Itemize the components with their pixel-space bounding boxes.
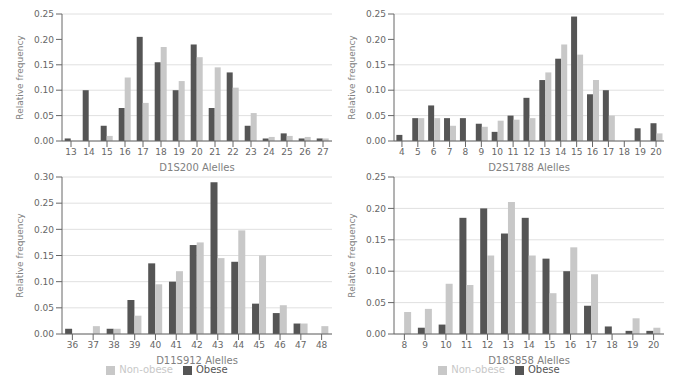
html-text:Non-obese: Non-obese (451, 364, 505, 375)
svg-text:18: 18 (155, 147, 167, 157)
svg-text:11: 11 (461, 340, 472, 350)
svg-text:10: 10 (492, 147, 504, 157)
svg-text:20: 20 (191, 147, 203, 157)
svg-text:40: 40 (150, 340, 162, 350)
svg-text:0.20: 0.20 (366, 204, 386, 214)
svg-text:43: 43 (212, 340, 223, 350)
svg-text:12: 12 (523, 147, 534, 157)
svg-text:25: 25 (281, 147, 292, 157)
svg-text:0.25: 0.25 (366, 172, 386, 182)
svg-text:18: 18 (606, 340, 618, 350)
svg-text:15: 15 (571, 147, 582, 157)
svg-text:37: 37 (87, 340, 98, 350)
svg-text:48: 48 (316, 340, 328, 350)
svg-text:47: 47 (295, 340, 306, 350)
svg-text:0.15: 0.15 (366, 60, 386, 70)
svg-text:10: 10 (440, 340, 452, 350)
svg-text:20: 20 (650, 147, 662, 157)
svg-text:Relative frequency: Relative frequency (347, 213, 357, 298)
svg-text:17: 17 (586, 340, 597, 350)
svg-text:8: 8 (402, 340, 408, 350)
svg-text:22: 22 (227, 147, 238, 157)
svg-text:D1S200 Alelles: D1S200 Alelles (159, 162, 234, 171)
svg-text:39: 39 (129, 340, 141, 350)
svg-text:0.00: 0.00 (34, 136, 54, 146)
svg-text:0.10: 0.10 (366, 85, 386, 95)
html-text:Obese: Obese (196, 364, 228, 375)
svg-text:36: 36 (67, 340, 79, 350)
svg-text:0.25: 0.25 (34, 9, 54, 19)
svg-text:41: 41 (171, 340, 182, 350)
svg-text:8: 8 (463, 147, 469, 157)
svg-text:D11S912 Alelles: D11S912 Alelles (156, 355, 238, 366)
svg-text:14: 14 (555, 147, 567, 157)
svg-text:17: 17 (137, 147, 148, 157)
svg-text:0.20: 0.20 (34, 35, 54, 45)
svg-text:15: 15 (101, 147, 112, 157)
svg-text:0.25: 0.25 (366, 9, 386, 19)
svg-text:45: 45 (254, 340, 265, 350)
svg-text:0.05: 0.05 (34, 111, 54, 121)
svg-text:27: 27 (317, 147, 328, 157)
svg-text:0.20: 0.20 (34, 225, 54, 235)
svg-text:16: 16 (587, 147, 599, 157)
svg-text:44: 44 (233, 340, 245, 350)
svg-text:20: 20 (648, 340, 660, 350)
svg-text:4: 4 (399, 147, 405, 157)
svg-text:42: 42 (191, 340, 202, 350)
svg-text:12: 12 (482, 340, 493, 350)
html-text:Obese: Obese (528, 364, 560, 375)
svg-text:0.05: 0.05 (366, 111, 386, 121)
svg-text:14: 14 (523, 340, 535, 350)
svg-text:0.00: 0.00 (366, 329, 386, 339)
svg-text:17: 17 (603, 147, 614, 157)
svg-text:19: 19 (634, 147, 646, 157)
svg-text:5: 5 (415, 147, 421, 157)
svg-text:0.05: 0.05 (366, 298, 386, 308)
svg-text:11: 11 (507, 147, 518, 157)
svg-text:0.10: 0.10 (366, 266, 386, 276)
svg-text:7: 7 (447, 147, 453, 157)
svg-text:18: 18 (619, 147, 631, 157)
svg-text:0.10: 0.10 (34, 277, 54, 287)
svg-text:23: 23 (245, 147, 256, 157)
svg-text:16: 16 (119, 147, 131, 157)
svg-text:24: 24 (263, 147, 275, 157)
svg-text:0.15: 0.15 (34, 60, 54, 70)
svg-text:21: 21 (209, 147, 220, 157)
svg-text:0.10: 0.10 (34, 85, 54, 95)
svg-text:0.05: 0.05 (34, 303, 54, 313)
svg-text:9: 9 (422, 340, 428, 350)
svg-text:13: 13 (65, 147, 76, 157)
svg-text:6: 6 (431, 147, 437, 157)
svg-text:Relative frequency: Relative frequency (15, 35, 25, 120)
svg-text:46: 46 (274, 340, 286, 350)
svg-text:Relative frequency: Relative frequency (15, 213, 25, 298)
svg-text:26: 26 (299, 147, 311, 157)
svg-text:0.25: 0.25 (34, 198, 54, 208)
svg-text:9: 9 (478, 147, 484, 157)
svg-text:Relative frequency: Relative frequency (347, 35, 357, 120)
svg-text:13: 13 (539, 147, 550, 157)
svg-text:0.00: 0.00 (366, 136, 386, 146)
svg-text:0.15: 0.15 (366, 235, 386, 245)
svg-text:19: 19 (627, 340, 639, 350)
svg-text:16: 16 (565, 340, 577, 350)
svg-text:D2S1788 Alelles: D2S1788 Alelles (488, 162, 570, 171)
svg-text:0.30: 0.30 (34, 172, 54, 182)
svg-text:14: 14 (83, 147, 95, 157)
svg-text:15: 15 (544, 340, 555, 350)
html-text:Non-obese: Non-obese (119, 364, 173, 375)
svg-text:0.15: 0.15 (34, 251, 54, 261)
svg-text:0.00: 0.00 (34, 329, 54, 339)
svg-text:38: 38 (108, 340, 120, 350)
svg-text:19: 19 (173, 147, 185, 157)
svg-text:D18S858 Alelles: D18S858 Alelles (488, 355, 570, 366)
svg-text:13: 13 (503, 340, 514, 350)
svg-text:0.20: 0.20 (366, 35, 386, 45)
